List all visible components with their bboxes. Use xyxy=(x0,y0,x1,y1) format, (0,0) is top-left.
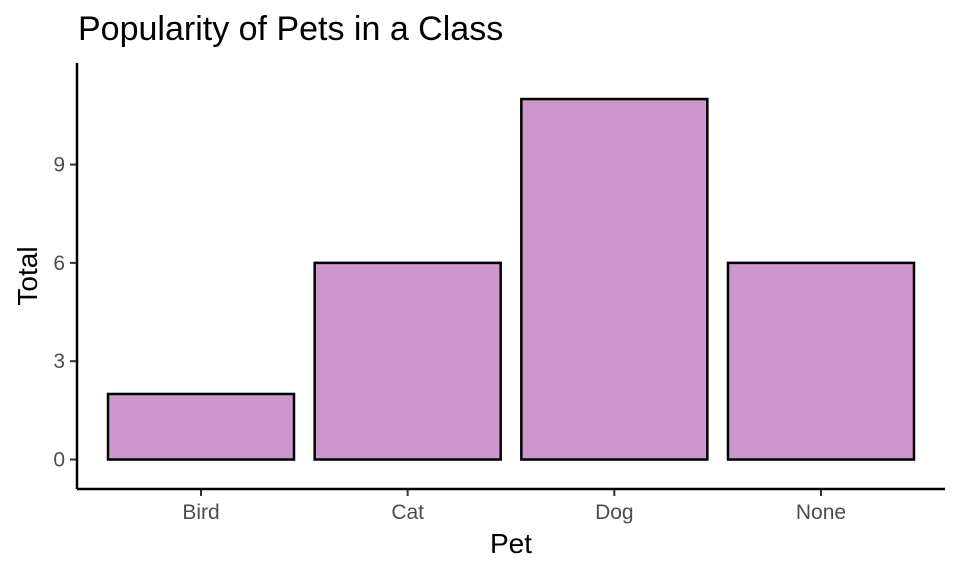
bar-none xyxy=(726,261,916,461)
x-tick-label-dog: Dog xyxy=(595,501,634,524)
x-axis-title: Pet xyxy=(490,528,532,559)
y-tick-label-6: 6 xyxy=(53,252,65,275)
bars-layer xyxy=(106,97,916,461)
bar-bird xyxy=(106,392,296,461)
x-tick-label-none: None xyxy=(796,501,846,524)
bar-dog xyxy=(520,97,709,461)
chart-title: Popularity of Pets in a Class xyxy=(78,10,503,48)
y-tick-label-3: 3 xyxy=(53,350,65,373)
bar-cat xyxy=(313,261,502,461)
x-tick-label-bird: Bird xyxy=(182,501,219,524)
y-axis-title: Total xyxy=(12,246,43,305)
y-axis-ticks: 0 3 6 9 xyxy=(53,154,77,472)
x-axis-ticks: Bird Cat Dog None xyxy=(182,489,846,524)
y-tick-label-0: 0 xyxy=(53,449,65,472)
y-tick-label-9: 9 xyxy=(53,154,65,177)
x-tick-label-cat: Cat xyxy=(391,501,424,524)
